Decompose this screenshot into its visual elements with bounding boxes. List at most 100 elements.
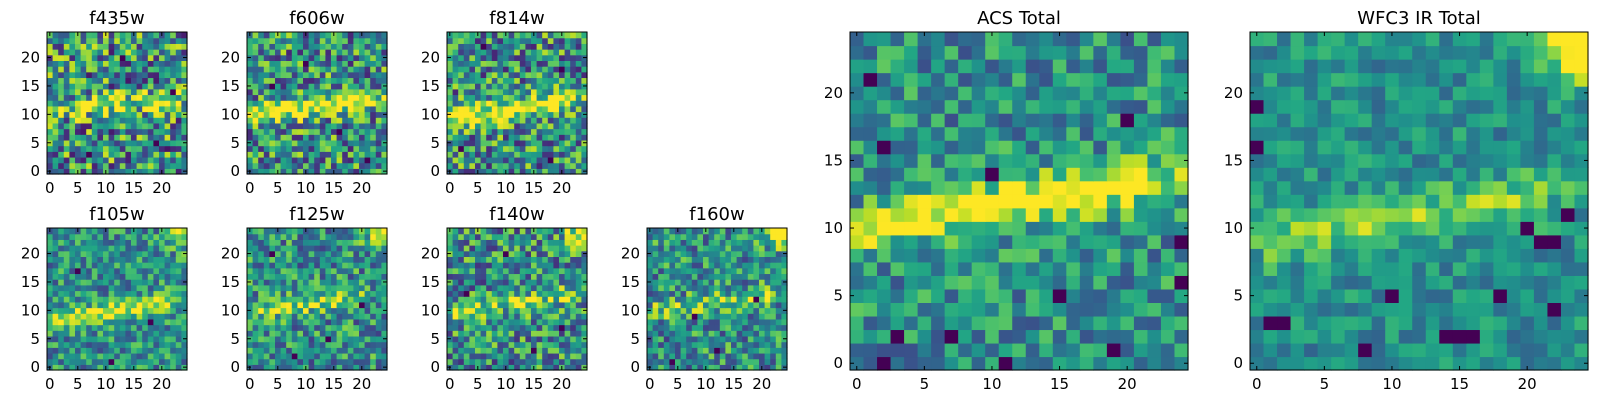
heatmap-cell (764, 341, 771, 348)
heatmap-cell (131, 156, 138, 164)
heatmap-cell (153, 117, 160, 124)
heatmap-cell (69, 134, 76, 141)
heatmap-cell (164, 117, 171, 124)
heatmap-cell (519, 301, 526, 309)
heatmap-cell (1106, 315, 1121, 331)
heatmap-cell (86, 352, 93, 360)
heatmap-cell (258, 139, 265, 147)
heatmap-cell (347, 88, 354, 96)
heatmap-cell (308, 128, 315, 135)
heatmap-cell (503, 128, 510, 135)
heatmap-cell (708, 296, 715, 303)
heatmap-cell (181, 256, 188, 263)
heatmap-cell (469, 279, 476, 286)
heatmap-cell (1160, 356, 1176, 371)
heatmap-cell (658, 324, 665, 331)
heatmap-cell (58, 347, 65, 354)
heatmap-cell (308, 43, 315, 50)
heatmap-cell (147, 296, 154, 303)
heatmap-cell (80, 100, 87, 107)
heatmap-cell (742, 341, 749, 348)
heatmap-cell (170, 145, 177, 152)
heatmap-cell (570, 341, 577, 348)
heatmap-cell (359, 134, 366, 141)
heatmap-cell (452, 122, 459, 130)
heatmap-cell (119, 347, 126, 354)
heatmap-cell (553, 83, 560, 90)
heatmap-cell (1133, 329, 1149, 344)
heatmap-cell (458, 145, 465, 152)
heatmap-cell (559, 284, 566, 292)
heatmap-cell (80, 43, 87, 50)
heatmap-cell (108, 49, 115, 56)
heatmap-cell (531, 54, 538, 61)
heatmap-cell (342, 335, 349, 343)
heatmap-cell (1147, 315, 1162, 331)
heatmap-cell (469, 100, 476, 107)
heatmap-cell (247, 60, 254, 67)
heatmap-cell (497, 256, 504, 263)
heatmap-cell (697, 284, 704, 292)
heatmap-cell (331, 301, 338, 309)
x-tick-label: 5 (273, 375, 283, 393)
heatmap-cell (475, 49, 482, 56)
heatmap-cell (531, 313, 538, 320)
heatmap-cell (86, 245, 93, 252)
heatmap-cell (103, 250, 110, 257)
heatmap-cell (175, 134, 182, 141)
heatmap-cell (542, 335, 549, 343)
heatmap-cell (353, 296, 360, 303)
heatmap-cell (114, 54, 121, 61)
heatmap-cell (463, 117, 470, 124)
heatmap-cell (69, 54, 76, 61)
heatmap-cell (658, 273, 665, 280)
heatmap-cell (314, 156, 321, 164)
heatmap-cell (370, 60, 377, 67)
heatmap-cell (469, 83, 476, 90)
heatmap-cell (147, 100, 154, 107)
heatmap-cell (742, 262, 749, 269)
heatmap-cell (559, 117, 566, 124)
heatmap-cell (691, 290, 698, 297)
heatmap-cell (269, 364, 276, 371)
heatmap-cell (286, 49, 293, 56)
heatmap-cell (108, 60, 115, 67)
heatmap-cell (314, 245, 321, 252)
heatmap-cell (331, 284, 338, 292)
heatmap-cell (153, 71, 160, 79)
heatmap-cell (570, 111, 577, 118)
heatmap-cell (764, 352, 771, 360)
heatmap-cell (108, 341, 115, 348)
heatmap-cell (691, 318, 698, 326)
heatmap-cell (331, 111, 338, 118)
heatmap-cell (736, 318, 743, 326)
heatmap-cell (708, 250, 715, 257)
heatmap-cell (375, 279, 382, 286)
heatmap-cell (347, 156, 354, 164)
heatmap-cell (131, 313, 138, 320)
heatmap-cell (364, 279, 371, 286)
heatmap-cell (297, 139, 304, 147)
heatmap-cell (319, 341, 326, 348)
heatmap-cell (708, 324, 715, 331)
heatmap-cell (770, 256, 777, 263)
heatmap-cell (164, 145, 171, 152)
heatmap-cell (508, 128, 515, 135)
heatmap-cell (58, 279, 65, 286)
heatmap-cell (736, 341, 743, 348)
heatmap-cell (170, 296, 177, 303)
heatmap-cell (142, 313, 149, 320)
heatmap-cell (147, 54, 154, 61)
heatmap-cell (258, 239, 265, 246)
heatmap-cell (347, 358, 354, 365)
heatmap-cell (263, 122, 270, 130)
heatmap-cell (890, 356, 905, 371)
heatmap-cell (103, 111, 110, 118)
heatmap-cell (519, 168, 526, 175)
heatmap-cell (159, 262, 166, 269)
heatmap-cell (458, 156, 465, 164)
heatmap-cell (181, 262, 188, 269)
heatmap-cell (570, 296, 577, 303)
heatmap-cell (381, 151, 388, 158)
heatmap-cell (370, 156, 377, 164)
